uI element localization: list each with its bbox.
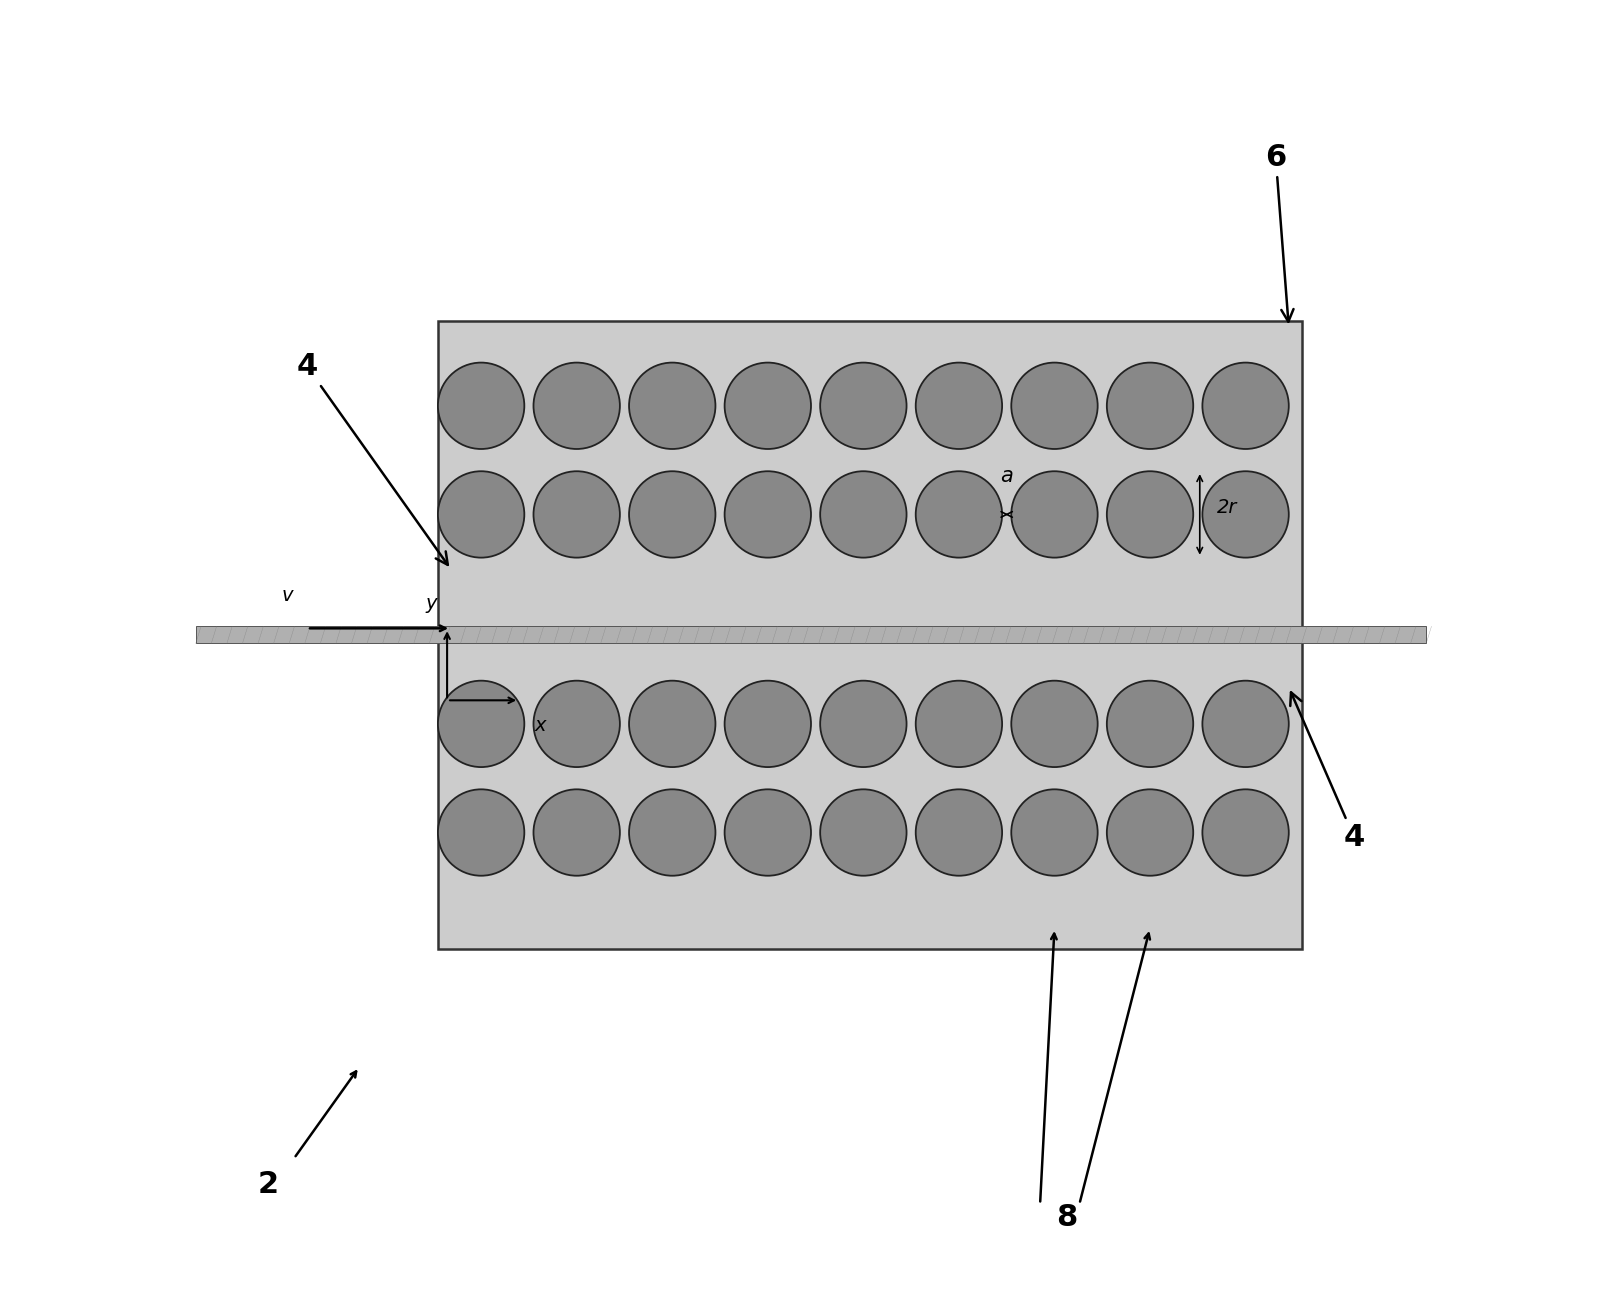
Circle shape [534,471,620,558]
Circle shape [534,681,620,767]
Circle shape [821,471,907,558]
Text: 4: 4 [1289,692,1364,852]
Bar [438,321,1302,949]
Text: a: a [1001,466,1014,486]
Text: 8: 8 [1056,1203,1077,1232]
Circle shape [629,789,715,876]
Circle shape [1202,789,1289,876]
Circle shape [725,471,811,558]
Circle shape [1106,789,1194,876]
Circle shape [725,363,811,449]
Circle shape [629,471,715,558]
Circle shape [1011,681,1098,767]
Circle shape [725,789,811,876]
Text: 4: 4 [297,352,448,565]
Circle shape [1202,363,1289,449]
Circle shape [534,363,620,449]
Bar [196,626,1426,643]
Circle shape [438,789,524,876]
Circle shape [629,681,715,767]
Text: 6: 6 [1265,143,1293,322]
Circle shape [1106,681,1194,767]
Circle shape [725,681,811,767]
Circle shape [916,471,1002,558]
Circle shape [438,363,524,449]
Circle shape [1202,471,1289,558]
Circle shape [629,363,715,449]
Circle shape [438,681,524,767]
Text: 2: 2 [258,1170,279,1199]
Circle shape [438,471,524,558]
Circle shape [534,789,620,876]
Text: 2r: 2r [1216,499,1238,517]
Text: x: x [535,716,547,736]
Circle shape [916,363,1002,449]
Circle shape [1011,471,1098,558]
Circle shape [916,789,1002,876]
Circle shape [821,789,907,876]
Text: v: v [282,585,294,605]
Circle shape [1106,363,1194,449]
Circle shape [821,681,907,767]
Circle shape [1202,681,1289,767]
Circle shape [1011,363,1098,449]
Circle shape [1106,471,1194,558]
Circle shape [1011,789,1098,876]
Text: y: y [425,593,438,613]
Circle shape [916,681,1002,767]
Circle shape [821,363,907,449]
